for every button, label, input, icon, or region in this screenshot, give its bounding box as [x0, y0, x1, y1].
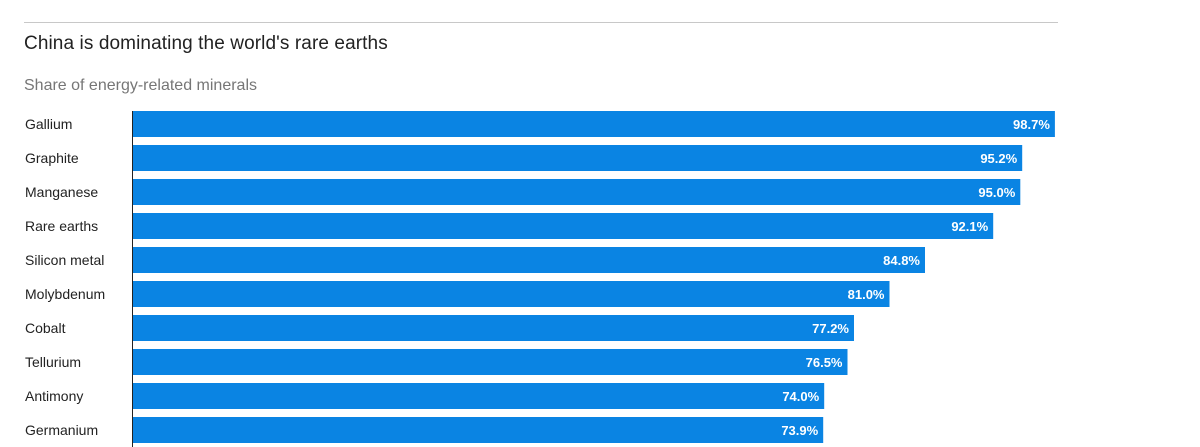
bar-gallium [133, 111, 1055, 137]
category-label: Silicon metal [25, 252, 104, 268]
category-label: Gallium [25, 116, 72, 132]
value-label: 98.7% [1013, 117, 1050, 132]
category-label: Graphite [25, 150, 79, 166]
category-label: Antimony [25, 388, 83, 404]
bar-silicon-metal [133, 247, 925, 273]
bar-tellurium [133, 349, 848, 375]
category-label: Molybdenum [25, 286, 105, 302]
bar-antimony [133, 383, 825, 409]
chart-title: China is dominating the world's rare ear… [24, 33, 388, 54]
value-label: 76.5% [806, 355, 843, 370]
category-label: Manganese [25, 184, 98, 200]
value-label: 81.0% [848, 287, 885, 302]
bar-graphite [133, 145, 1023, 171]
value-label: 84.8% [883, 253, 920, 268]
chart-subtitle: Share of energy-related minerals [24, 77, 258, 94]
top-rule [24, 22, 1058, 23]
bar-cobalt [133, 315, 854, 341]
bar-rare-earths [133, 213, 994, 239]
bar-molybdenum [133, 281, 890, 307]
value-label: 92.1% [951, 219, 988, 234]
category-label: Germanium [25, 422, 98, 438]
value-label: 95.0% [978, 185, 1015, 200]
category-label: Tellurium [25, 354, 81, 370]
category-label: Rare earths [25, 218, 98, 234]
bar-germanium [133, 417, 824, 443]
value-label: 73.9% [781, 423, 818, 438]
value-label: 74.0% [782, 389, 819, 404]
bar-manganese [133, 179, 1021, 205]
category-label: Cobalt [25, 320, 66, 336]
value-label: 77.2% [812, 321, 849, 336]
value-label: 95.2% [980, 151, 1017, 166]
